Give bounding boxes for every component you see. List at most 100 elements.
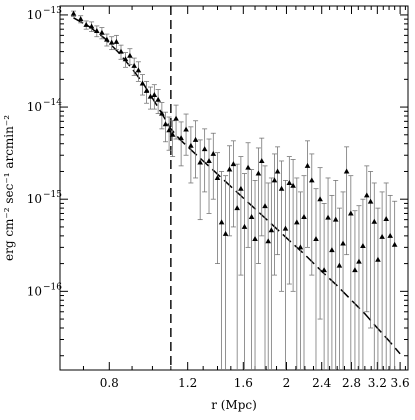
data-point (238, 185, 244, 191)
x-tick-label: 1.2 (178, 376, 197, 390)
error-bars (71, 10, 398, 370)
x-tick-label: 3.2 (368, 376, 387, 390)
data-point (206, 157, 212, 163)
y-tick-exponent: −13 (43, 6, 62, 16)
data-point (313, 235, 319, 241)
data-point (301, 214, 307, 220)
data-point (255, 170, 262, 176)
data-point (113, 38, 120, 44)
minor-ticks (60, 6, 408, 370)
data-point (356, 258, 362, 264)
data-point (286, 179, 293, 185)
data-point (340, 240, 346, 246)
data-point (192, 136, 199, 142)
x-tick-label: 2.8 (342, 376, 361, 390)
data-point (183, 126, 189, 132)
x-axis-ticks: 0.8 1.2 1.6 2 2.4 2.8 3.2 3.6 (100, 6, 410, 390)
data-point (268, 227, 275, 233)
y-tick-base: 10 (27, 100, 42, 114)
x-tick-label: 1.6 (234, 376, 253, 390)
data-point (104, 36, 110, 42)
data-point (139, 80, 146, 86)
data-point (88, 23, 95, 29)
x-tick-label: 3.6 (391, 376, 410, 390)
data-point (258, 157, 265, 163)
y-tick-label: 10 (27, 100, 42, 114)
x-tick-label: 0.8 (100, 376, 119, 390)
data-point (304, 162, 311, 168)
data-point (308, 177, 315, 183)
data-point (363, 192, 370, 198)
data-point (278, 185, 285, 191)
y-tick-exponent: −15 (43, 190, 62, 200)
data-point (321, 267, 327, 273)
data-point (214, 174, 221, 180)
data-point (169, 131, 176, 137)
data-point (108, 39, 115, 45)
x-tick-label: 2.4 (312, 376, 331, 390)
data-point (94, 27, 100, 33)
data-point (166, 127, 172, 133)
data-point (118, 48, 124, 54)
data-point (294, 219, 300, 225)
data-point (271, 177, 278, 183)
data-point (352, 267, 358, 273)
data-point (282, 225, 289, 231)
model-curve (73, 17, 401, 355)
y-tick-base: 10 (27, 284, 42, 298)
y-tick-label: 10 (27, 284, 42, 298)
data-point (383, 215, 389, 221)
data-point (265, 238, 272, 244)
y-tick-base: 10 (27, 192, 42, 206)
data-point (159, 110, 165, 116)
data-point (201, 146, 208, 152)
y-tick-exponent: −16 (43, 282, 62, 292)
data-point (226, 166, 233, 172)
data-point (173, 115, 179, 121)
data-point (197, 159, 203, 165)
data-point (332, 216, 339, 222)
data-point (222, 230, 229, 236)
data-point (329, 247, 335, 253)
data-point (367, 198, 374, 204)
data-point (135, 67, 142, 73)
data-point (218, 219, 225, 225)
data-point (162, 121, 169, 127)
data-point (360, 243, 366, 249)
y-axis-label: erg cm⁻² sec⁻¹ arcmin⁻² (2, 115, 16, 261)
data-point (147, 93, 154, 99)
y-tick-exponent: −14 (43, 98, 62, 108)
x-axis-label: r (Mpc) (211, 398, 257, 412)
data-point (155, 96, 161, 102)
data-point (245, 164, 251, 170)
data-point (297, 244, 304, 250)
data-point (122, 56, 129, 62)
data-point (241, 223, 248, 229)
data-point (127, 52, 133, 58)
y-tick-label: 10 (27, 8, 42, 22)
data-point (131, 62, 137, 68)
data-point (391, 241, 398, 247)
data-point (262, 203, 268, 209)
data-point (178, 135, 184, 141)
data-point (151, 92, 158, 98)
y-tick-base: 10 (27, 8, 42, 22)
data-point (99, 29, 105, 35)
data-point (248, 214, 255, 220)
data-point (188, 142, 194, 148)
data-point (230, 161, 237, 167)
data-point (371, 218, 378, 224)
data-point (70, 10, 77, 16)
data-point (325, 214, 331, 220)
data-points (70, 10, 398, 273)
data-point (343, 168, 350, 174)
y-tick-label: 10 (27, 192, 42, 206)
data-point (234, 205, 240, 211)
data-point (348, 210, 354, 216)
data-point (336, 262, 343, 268)
data-point (290, 182, 296, 188)
data-point (83, 21, 90, 27)
